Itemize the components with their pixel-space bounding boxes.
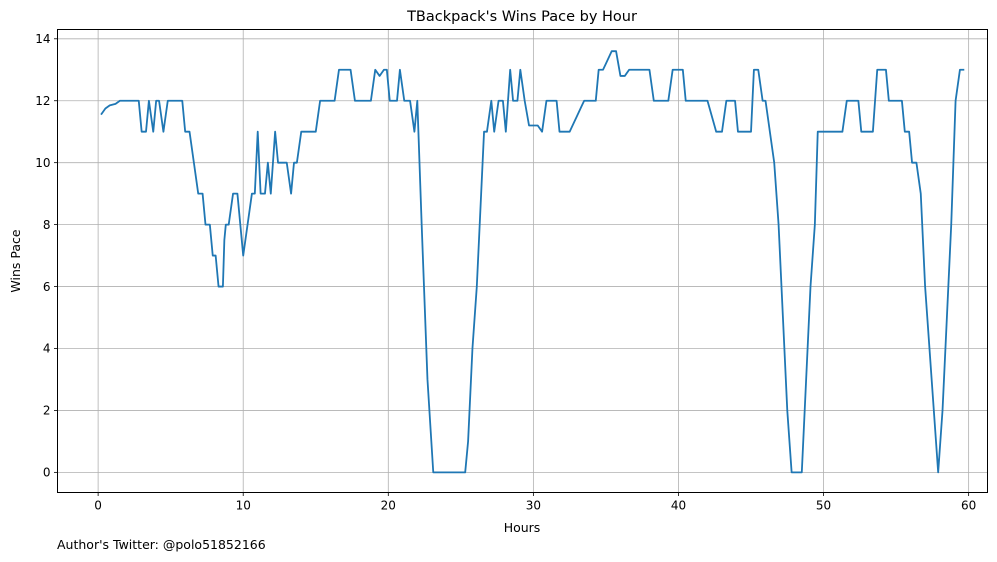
y-tick-label: 2 xyxy=(43,404,51,418)
author-footnote: Author's Twitter: @polo51852166 xyxy=(57,537,266,552)
x-tick-label: 30 xyxy=(526,499,541,513)
y-tick-label: 8 xyxy=(43,218,51,232)
x-tick-label: 0 xyxy=(94,499,102,513)
axis-ticks: 0 10 20 30 40 50 60 0 2 4 6 8 10 12 14 xyxy=(35,32,976,513)
y-tick-label: 4 xyxy=(43,342,51,356)
x-tick-label: 60 xyxy=(961,499,976,513)
grid-lines xyxy=(57,29,988,493)
y-tick-label: 0 xyxy=(43,466,51,480)
x-tick-label: 20 xyxy=(381,499,396,513)
x-axis-label: Hours xyxy=(504,520,541,535)
x-tick-label: 50 xyxy=(816,499,831,513)
plot-frame xyxy=(57,29,988,493)
chart-title: TBackpack's Wins Pace by Hour xyxy=(406,9,637,25)
y-axis-label: Wins Pace xyxy=(8,229,23,292)
y-tick-label: 12 xyxy=(35,94,50,108)
series-layer xyxy=(100,50,965,474)
y-tick-label: 10 xyxy=(35,156,50,170)
series-line xyxy=(100,50,965,474)
y-tick-label: 6 xyxy=(43,280,51,294)
x-tick-label: 40 xyxy=(671,499,686,513)
x-tick-label: 10 xyxy=(236,499,251,513)
y-tick-label: 14 xyxy=(35,32,50,46)
